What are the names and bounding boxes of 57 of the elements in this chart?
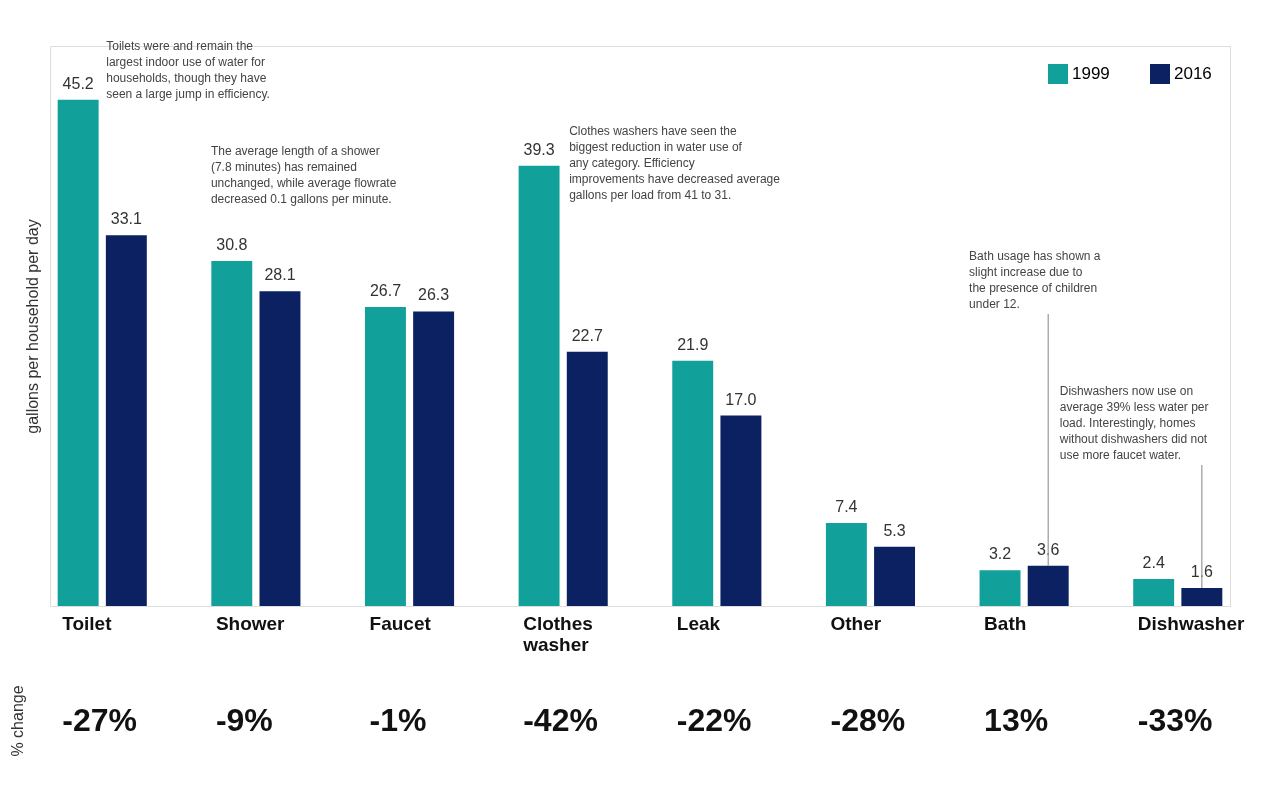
data-label: 26.7 — [369, 281, 402, 299]
data-label: 28.1 — [264, 266, 296, 284]
text: -33% — [1137, 702, 1213, 738]
bar — [518, 165, 560, 606]
data-label: 33.1 — [110, 210, 142, 228]
bar — [364, 306, 406, 606]
x-tick-label: Toilet — [62, 612, 113, 634]
data-label: 17.0 — [725, 390, 757, 408]
text: -42% — [523, 702, 598, 738]
x-tick-label: Faucet — [369, 612, 432, 634]
bar — [57, 99, 99, 606]
annotation: Clothes washers have seen the biggest reduction in water use of any category. Efficiency improvements have decreased average gallons per load from 41 to 31. — [569, 124, 781, 202]
x-tick-label: Other — [830, 612, 882, 634]
bar — [1027, 565, 1069, 606]
x-tick-label: Leak — [676, 612, 721, 634]
x-tick-label: Bath — [984, 612, 1027, 634]
bar — [211, 261, 253, 606]
text: -27% — [62, 702, 137, 738]
text: 13% — [984, 702, 1049, 738]
annotation: Bath usage has shown a slight increase due to the presence of children under 12. — [969, 249, 1101, 311]
text: % change — [9, 685, 26, 757]
bar — [566, 351, 608, 606]
text: -1% — [369, 702, 427, 738]
x-tick-label: Shower — [215, 612, 286, 634]
bar — [413, 311, 455, 606]
text: -9% — [215, 702, 273, 738]
legend-label: 1999 — [1072, 64, 1110, 83]
text: -28% — [830, 702, 906, 738]
data-label: 7.4 — [835, 498, 858, 516]
bar — [1133, 579, 1175, 606]
bar — [672, 360, 714, 606]
y-axis-title: gallons per household per day — [23, 219, 41, 434]
bar — [874, 546, 916, 606]
legend-label: 2016 — [1174, 64, 1212, 83]
bar — [720, 415, 762, 606]
annotation: Dishwashers now use on average 39% less water per load. Interestingly, homes without dishwashers did not use more faucet water. — [1058, 384, 1209, 462]
data-label: 26.3 — [418, 286, 450, 304]
data-label: 1.6 — [1190, 563, 1214, 581]
data-label: 39.3 — [523, 140, 555, 158]
data-label: 3.2 — [988, 545, 1012, 563]
bar — [979, 570, 1021, 606]
text: -22% — [676, 702, 752, 738]
bar — [1181, 588, 1223, 606]
bar — [259, 291, 301, 606]
x-tick-label: Dishwasher — [1137, 612, 1246, 634]
data-label: 21.9 — [677, 335, 709, 353]
data-label: 22.7 — [571, 326, 603, 344]
data-label: 5.3 — [883, 521, 906, 539]
data-label: 3.6 — [1037, 540, 1060, 558]
data-label: 45.2 — [62, 74, 94, 92]
x-tick-label: Clothes washer — [522, 612, 593, 655]
data-label: 2.4 — [1142, 554, 1165, 572]
data-label: 30.8 — [216, 236, 248, 254]
annotation: The average length of a shower (7.8 minutes) has remained unchanged, while average flowrate decreased 0.1 gallons per minute. — [210, 144, 397, 206]
annotation: Toilets were and remain the largest indoor use of water for households, though they have seen a large jump in efficiency. — [106, 39, 270, 101]
bar — [825, 523, 867, 606]
bar — [105, 235, 147, 606]
